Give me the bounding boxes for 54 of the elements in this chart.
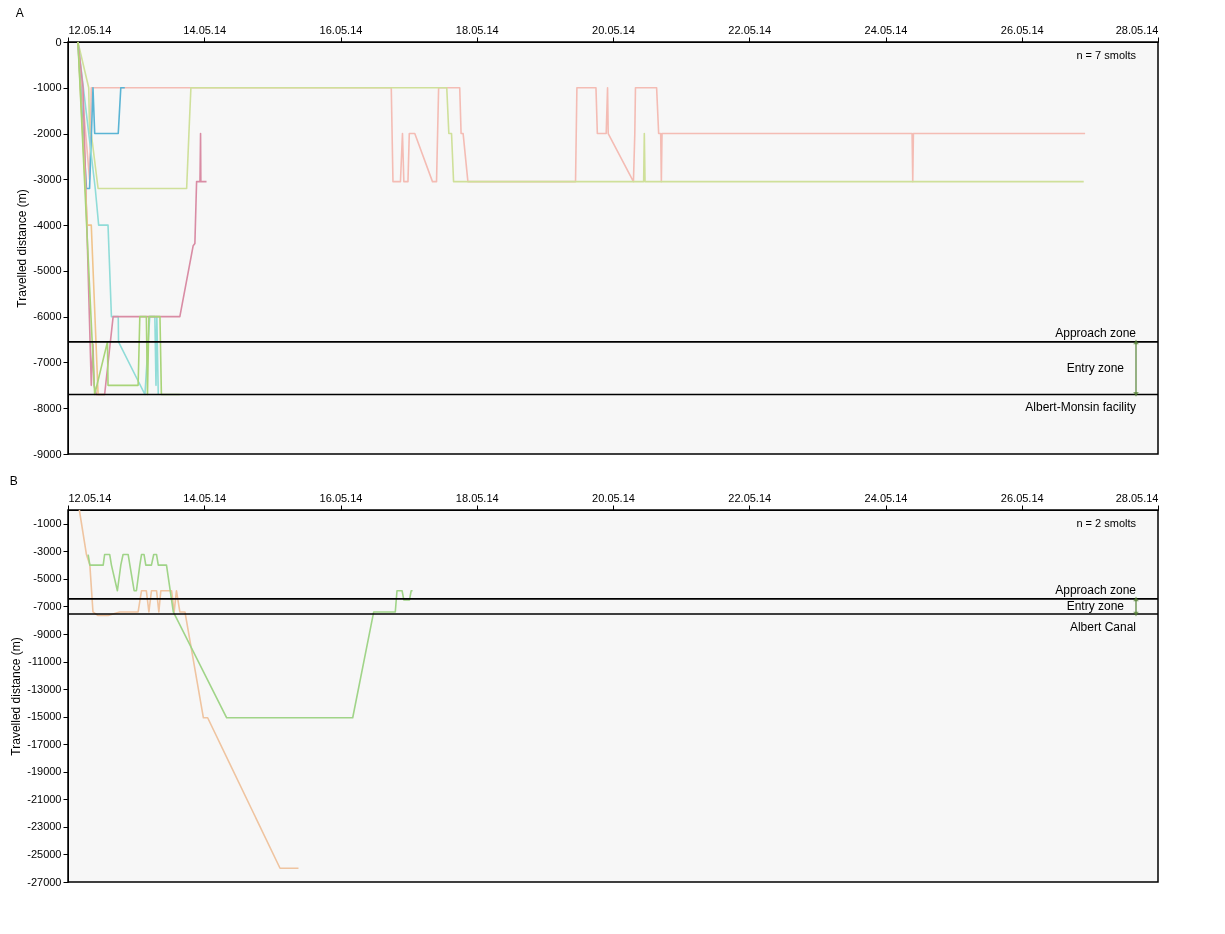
x-tick-label: 16.05.14 <box>319 491 363 504</box>
ref-line-label: Approach zone <box>1055 582 1137 597</box>
x-tick-label: 20.05.14 <box>592 491 635 504</box>
y-tick-label: -3000 <box>33 544 62 557</box>
x-tick-label: 12.05.14 <box>68 491 112 504</box>
annotation: n = 2 smolts <box>1076 517 1137 529</box>
annotation: Entry zone <box>1066 599 1125 614</box>
ref-line-label: Albert Canal <box>1069 620 1136 635</box>
y-tick-label: -6000 <box>33 310 62 323</box>
x-tick-label: 24.05.14 <box>864 23 908 36</box>
y-axis-title: Travelled distance (m) <box>9 637 24 756</box>
y-tick-label: -5000 <box>33 264 62 277</box>
y-tick-label: -4000 <box>33 218 62 231</box>
x-tick-label: 14.05.14 <box>183 491 227 504</box>
y-tick-label: -3000 <box>33 172 62 185</box>
x-tick-label: 24.05.14 <box>864 491 908 504</box>
y-tick-label: -17000 <box>27 737 62 750</box>
x-tick-label: 16.05.14 <box>319 23 363 36</box>
y-tick-label: -27000 <box>27 875 62 888</box>
annotation: Entry zone <box>1066 361 1125 376</box>
y-tick-label: -7000 <box>33 355 62 368</box>
y-axis-title: Travelled distance (m) <box>15 189 30 308</box>
y-tick-label: -1000 <box>33 517 62 530</box>
y-tick-label: -19000 <box>27 765 62 778</box>
y-tick-label: -11000 <box>28 655 62 668</box>
x-tick-label: 18.05.14 <box>455 491 499 504</box>
x-tick-label: 22.05.14 <box>728 23 772 36</box>
y-tick-label: -7000 <box>33 599 62 612</box>
y-tick-label: 0 <box>55 35 62 48</box>
ref-line-label: Approach zone <box>1055 325 1137 340</box>
x-tick-label: 20.05.14 <box>592 23 635 36</box>
chart-title: B <box>9 474 18 488</box>
y-tick-label: -13000 <box>27 682 62 695</box>
y-tick-label: -15000 <box>27 710 62 723</box>
x-tick-label: 12.05.14 <box>68 23 112 36</box>
chart-title: A <box>15 6 24 20</box>
x-tick-label: 14.05.14 <box>183 23 227 36</box>
y-tick-label: -2000 <box>33 127 62 140</box>
y-tick-label: -25000 <box>27 847 62 860</box>
x-tick-label: 28.05.14 <box>1115 491 1159 504</box>
y-tick-label: -5000 <box>33 572 62 585</box>
ref-line-label: Albert-Monsin facility <box>1025 400 1136 415</box>
x-tick-label: 22.05.14 <box>728 491 772 504</box>
y-tick-label: -9000 <box>33 447 62 460</box>
x-tick-label: 26.05.14 <box>1000 491 1044 504</box>
x-tick-label: 18.05.14 <box>455 23 499 36</box>
y-tick-label: -21000 <box>27 792 62 805</box>
x-tick-label: 26.05.14 <box>1000 23 1044 36</box>
y-tick-label: -8000 <box>33 401 62 414</box>
y-tick-label: -23000 <box>27 820 62 833</box>
y-tick-label: -9000 <box>33 627 62 640</box>
x-tick-label: 28.05.14 <box>1115 23 1159 36</box>
annotation: n = 7 smolts <box>1076 49 1137 61</box>
y-tick-label: -1000 <box>33 81 62 94</box>
